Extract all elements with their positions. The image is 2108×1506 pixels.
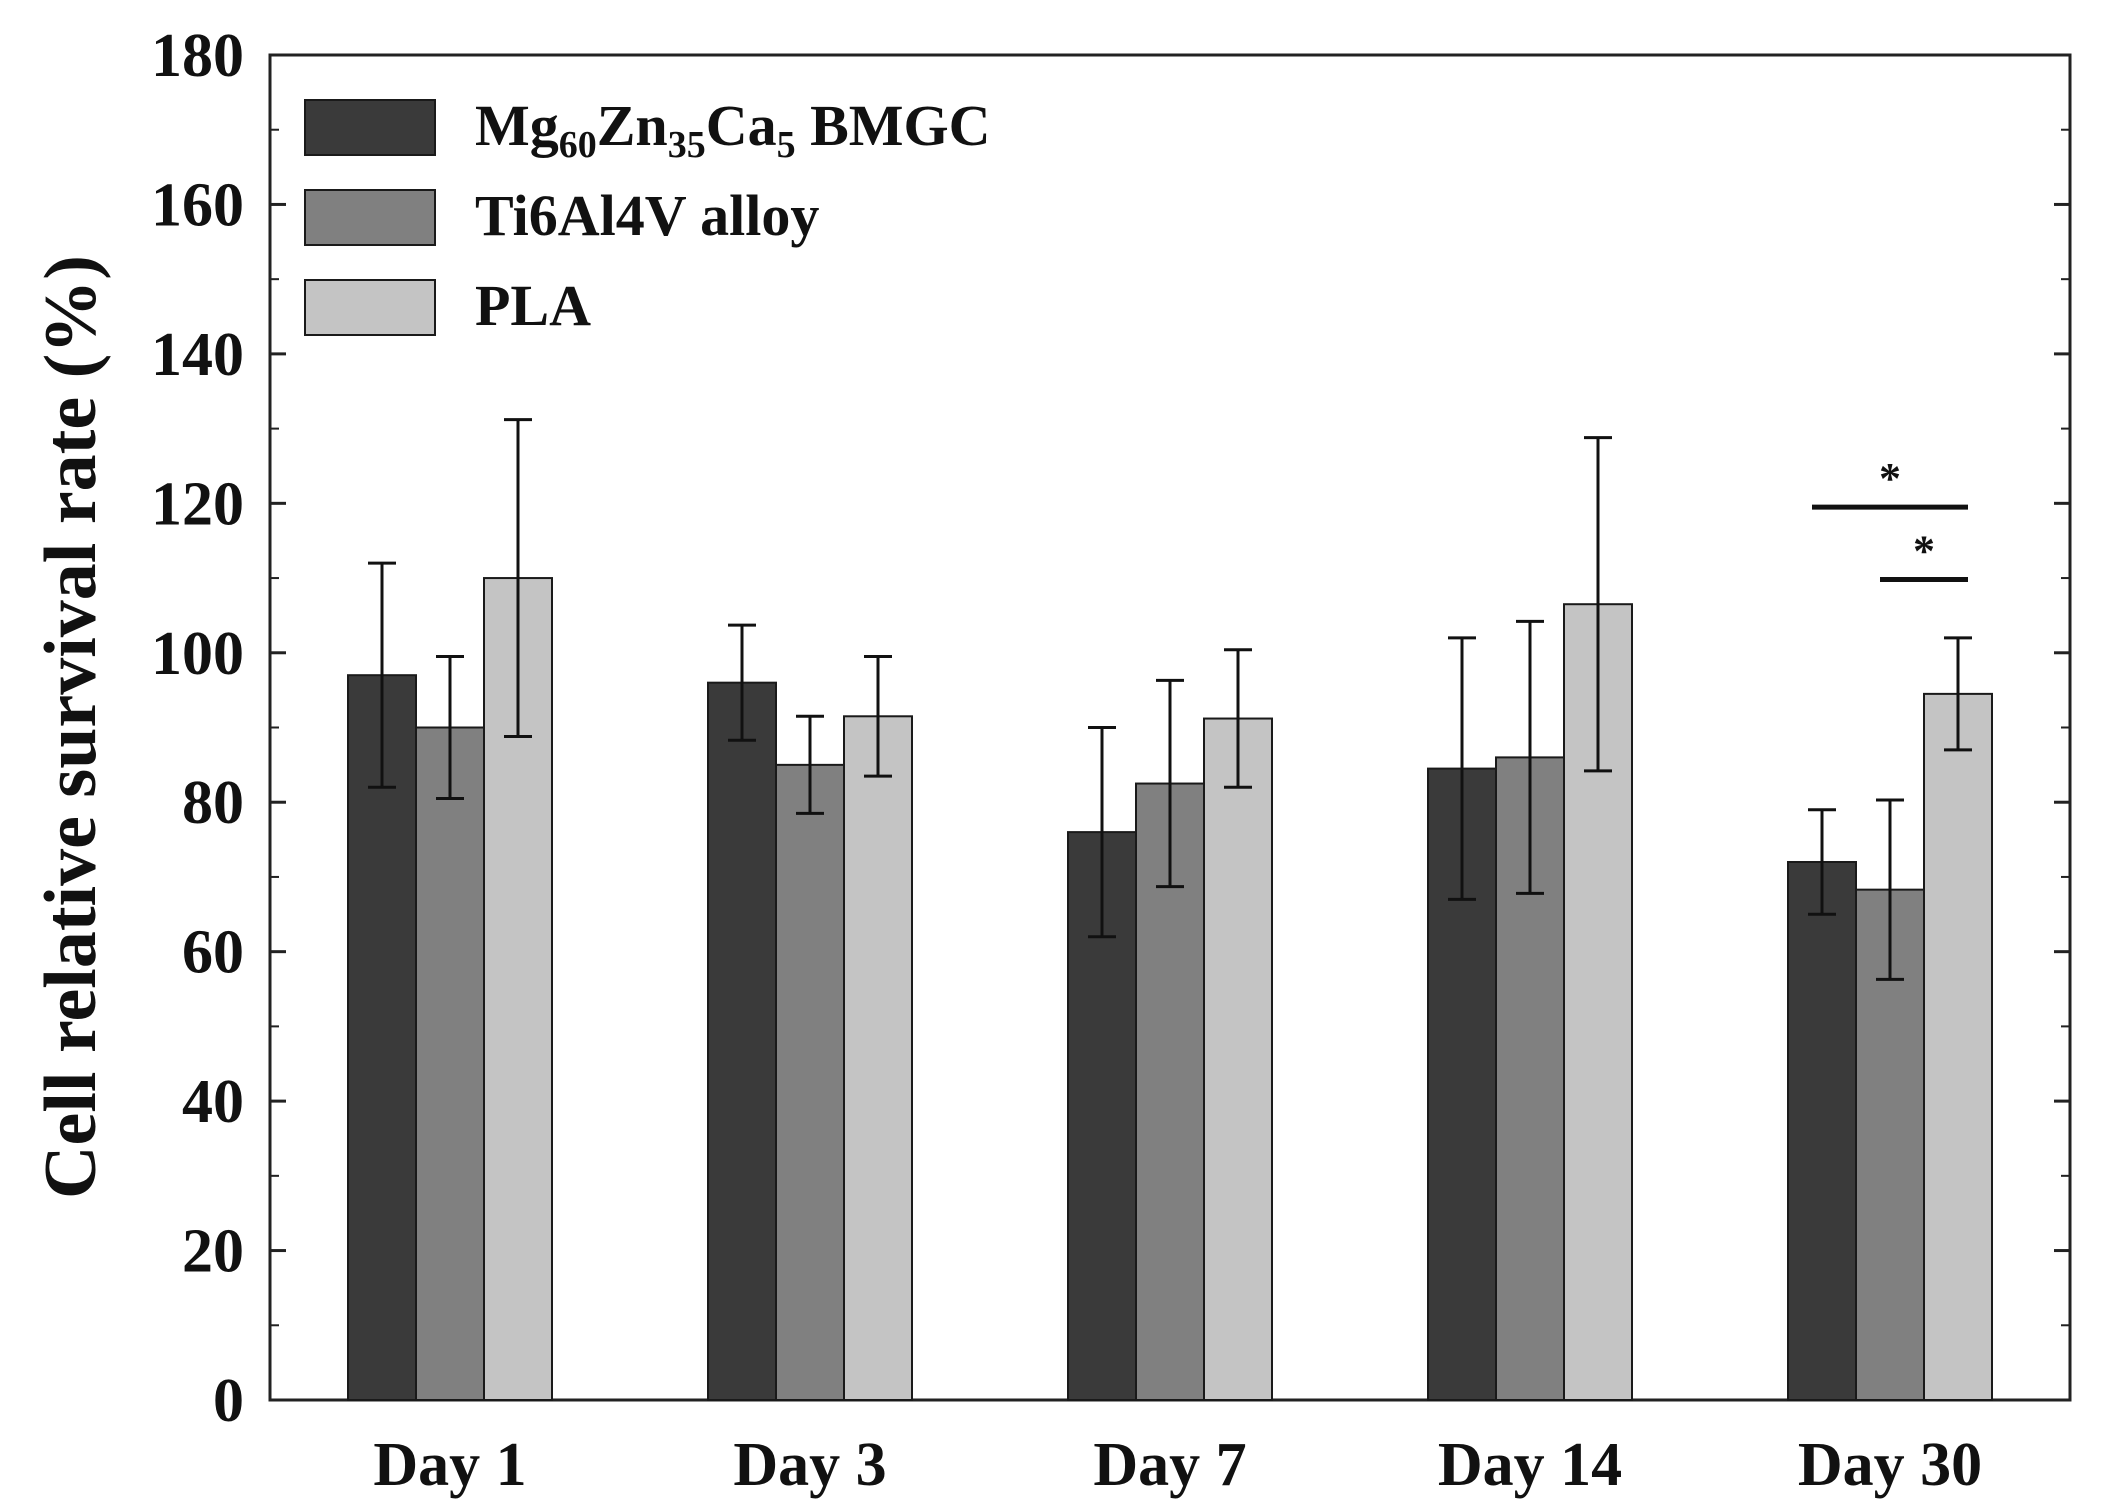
bar [1787,861,1857,1401]
legend-label: PLA [475,273,591,338]
legend-swatch [304,279,436,336]
legend-swatch [304,99,436,156]
y-tick-label: 20 [182,1218,244,1286]
y-tick-label: 80 [182,769,244,837]
legend-label: Mg60Zn35Ca5 BMGC [475,93,991,166]
x-tick-label: Day 1 [373,1431,526,1499]
bar [707,681,777,1401]
x-tick-label: Day 30 [1798,1431,1982,1499]
legend-swatch [304,189,436,246]
y-axis: 0 20 40 60 80 100 120 140 160 180 [151,22,2070,1435]
bar [1923,692,1993,1401]
y-tick-label: 180 [151,22,244,90]
error-bars [368,418,1972,981]
bar [347,674,417,1401]
x-tick-label: Day 14 [1438,1431,1622,1499]
x-tick-label: Day 3 [733,1431,886,1499]
y-tick-label: 0 [213,1367,244,1435]
bar [415,726,485,1401]
y-axis-title: Cell relative survival rate (%) [30,255,112,1199]
significance-label: * [1913,527,1935,576]
bar [1203,717,1273,1401]
y-tick-label: 160 [151,171,244,239]
significance-markers: ** [1812,454,1968,583]
y-tick-label: 120 [151,470,244,538]
x-axis: Day 1 Day 3 Day 7 Day 14 Day 30 [373,1384,1982,1499]
legend-label: Ti6Al4V alloy [475,183,819,248]
bar [775,763,845,1401]
significance-label: * [1879,454,1901,503]
y-tick-label: 140 [151,321,244,389]
y-tick-label: 60 [182,919,244,987]
legend: Mg60Zn35Ca5 BMGC Ti6Al4V alloy PLA [304,93,991,338]
bar [843,715,913,1401]
y-tick-label: 100 [151,620,244,688]
x-tick-label: Day 7 [1093,1431,1246,1499]
y-tick-label: 40 [182,1068,244,1136]
